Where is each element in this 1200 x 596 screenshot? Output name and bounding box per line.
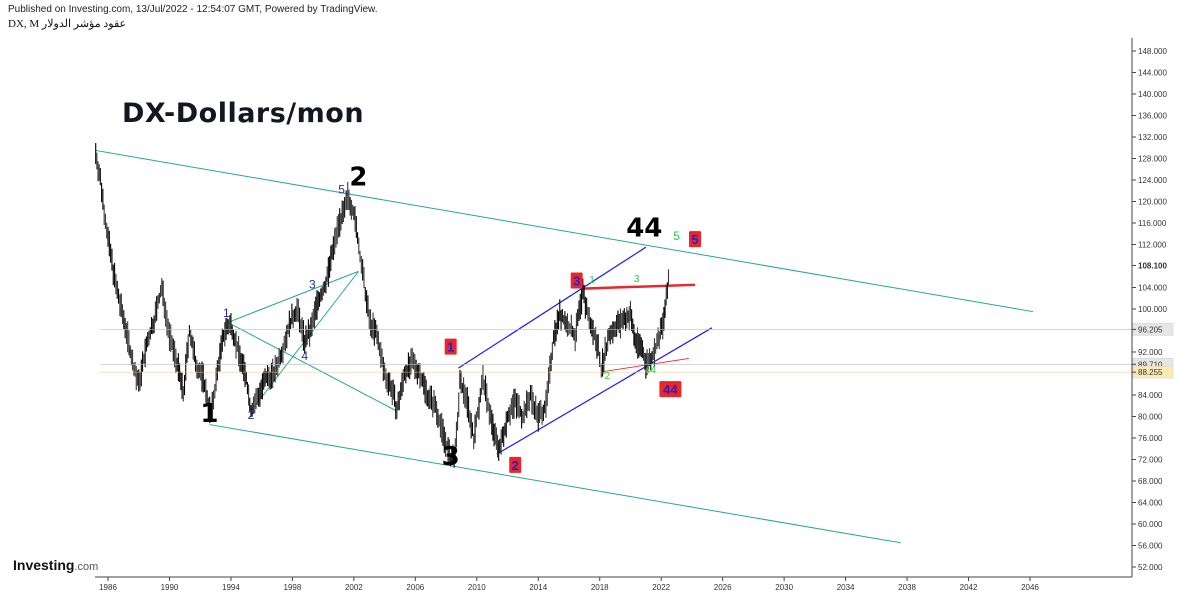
y-tick-label: 136.000 [1138, 112, 1167, 121]
trend-line-red-resistance [582, 283, 696, 290]
trend-line-wave2-to-3 [227, 270, 359, 323]
price-level-label: 89.710 [1138, 360, 1163, 369]
x-tick-label: 2046 [1021, 583, 1039, 592]
wave-label: 1 [200, 399, 218, 429]
x-tick-label: 2010 [468, 583, 486, 592]
y-tick-label: 144.000 [1138, 69, 1167, 78]
wave-box-label: 5 [691, 232, 698, 247]
wave-label: 2 [605, 371, 611, 382]
x-tick-label: 2002 [345, 583, 363, 592]
symbol-label: DX, M عقود مؤشر الدولار [8, 18, 127, 30]
wave-box-label: 2 [512, 458, 519, 473]
x-tick-label: 2014 [529, 583, 547, 592]
wave-label: 5 [338, 182, 345, 196]
x-tick-label: 2026 [714, 583, 732, 592]
wave-label: 3 [309, 278, 316, 292]
wave-label: 1 [223, 306, 230, 320]
wave-label: 2 [349, 162, 367, 192]
y-tick-label: 84.000 [1138, 391, 1163, 400]
wave-box [689, 231, 702, 248]
x-tick-label: 2030 [775, 583, 793, 592]
y-tick-label: 60.000 [1138, 520, 1163, 529]
y-tick-label: 92.000 [1138, 348, 1163, 357]
wave-box-label: 44 [663, 382, 678, 397]
wave-label: 5 [673, 229, 680, 243]
y-tick-label: 76.000 [1138, 434, 1163, 443]
y-tick-label: 128.000 [1138, 155, 1167, 164]
y-tick-label: 72.000 [1138, 456, 1163, 465]
y-tick-label: 148.000 [1138, 47, 1167, 56]
x-tick-label: 1990 [161, 583, 179, 592]
wave-label: 3 [442, 442, 460, 472]
wave-box [509, 456, 522, 473]
x-tick-label: 2034 [837, 583, 855, 592]
y-tick-label: 124.000 [1138, 176, 1167, 185]
wave-box-label: 3 [573, 274, 580, 289]
wave-label: 3 [634, 274, 640, 285]
y-tick-label: 140.000 [1138, 90, 1167, 99]
wave-label: 4 [301, 349, 308, 363]
x-tick-label: 1986 [99, 583, 117, 592]
price-level-label: 96.205 [1138, 325, 1163, 334]
wave-label: 44 [626, 213, 662, 243]
wave-box [570, 272, 583, 289]
y-tick-label: 120.000 [1138, 198, 1167, 207]
trend-line-upper-blue [458, 246, 647, 369]
x-tick-label: 2006 [406, 583, 424, 592]
trend-line-lower-blue [496, 327, 713, 455]
wave-box [444, 338, 457, 355]
x-tick-label: 2018 [591, 583, 609, 592]
y-tick-label: 104.000 [1138, 284, 1167, 293]
brand-suffix: .com [74, 561, 99, 573]
y-tick-label: 132.000 [1138, 133, 1167, 142]
trend-line-wave2-to-3 [227, 321, 398, 412]
y-tick-label: 64.000 [1138, 499, 1163, 508]
price-series [95, 143, 670, 468]
wave-label: 1 [589, 275, 595, 286]
chart-title: DX-Dollars/mon [122, 98, 365, 129]
x-tick-label: 2038 [898, 583, 916, 592]
y-tick-label: 56.000 [1138, 542, 1163, 551]
brand-name: Investing [13, 557, 75, 573]
wave-box [659, 381, 682, 398]
y-tick-label: 100.000 [1138, 305, 1167, 314]
wave-label: 44 [645, 365, 657, 376]
y-tick-label: 52.000 [1138, 563, 1163, 572]
y-tick-label: 80.000 [1138, 413, 1163, 422]
y-tick-label: 116.000 [1138, 219, 1167, 228]
y-tick-label: 68.000 [1138, 477, 1163, 486]
y-tick-label: 112.000 [1138, 241, 1167, 250]
x-tick-label: 2022 [652, 583, 670, 592]
chart-header: Published on Investing.com, 13/Jul/2022 … [8, 4, 377, 30]
x-tick-label: 1998 [284, 583, 302, 592]
x-tick-label: 2042 [960, 583, 978, 592]
wave-label: 2 [248, 408, 255, 422]
investing-logo: Investing.com [13, 557, 98, 573]
trend-line-lower-channel [209, 424, 902, 544]
price-level-label: 108.100 [1138, 261, 1167, 270]
axes: 148.000 144.000 140.000 136.000 132.000 128.0… [95, 38, 1167, 592]
price-level-label: 88.255 [1138, 368, 1163, 377]
wave-box-label: 1 [447, 340, 454, 355]
published-note: Published on Investing.com, 13/Jul/2022 … [8, 4, 378, 15]
trend-line-upper-channel [95, 149, 1034, 313]
x-tick-label: 1994 [222, 583, 240, 592]
